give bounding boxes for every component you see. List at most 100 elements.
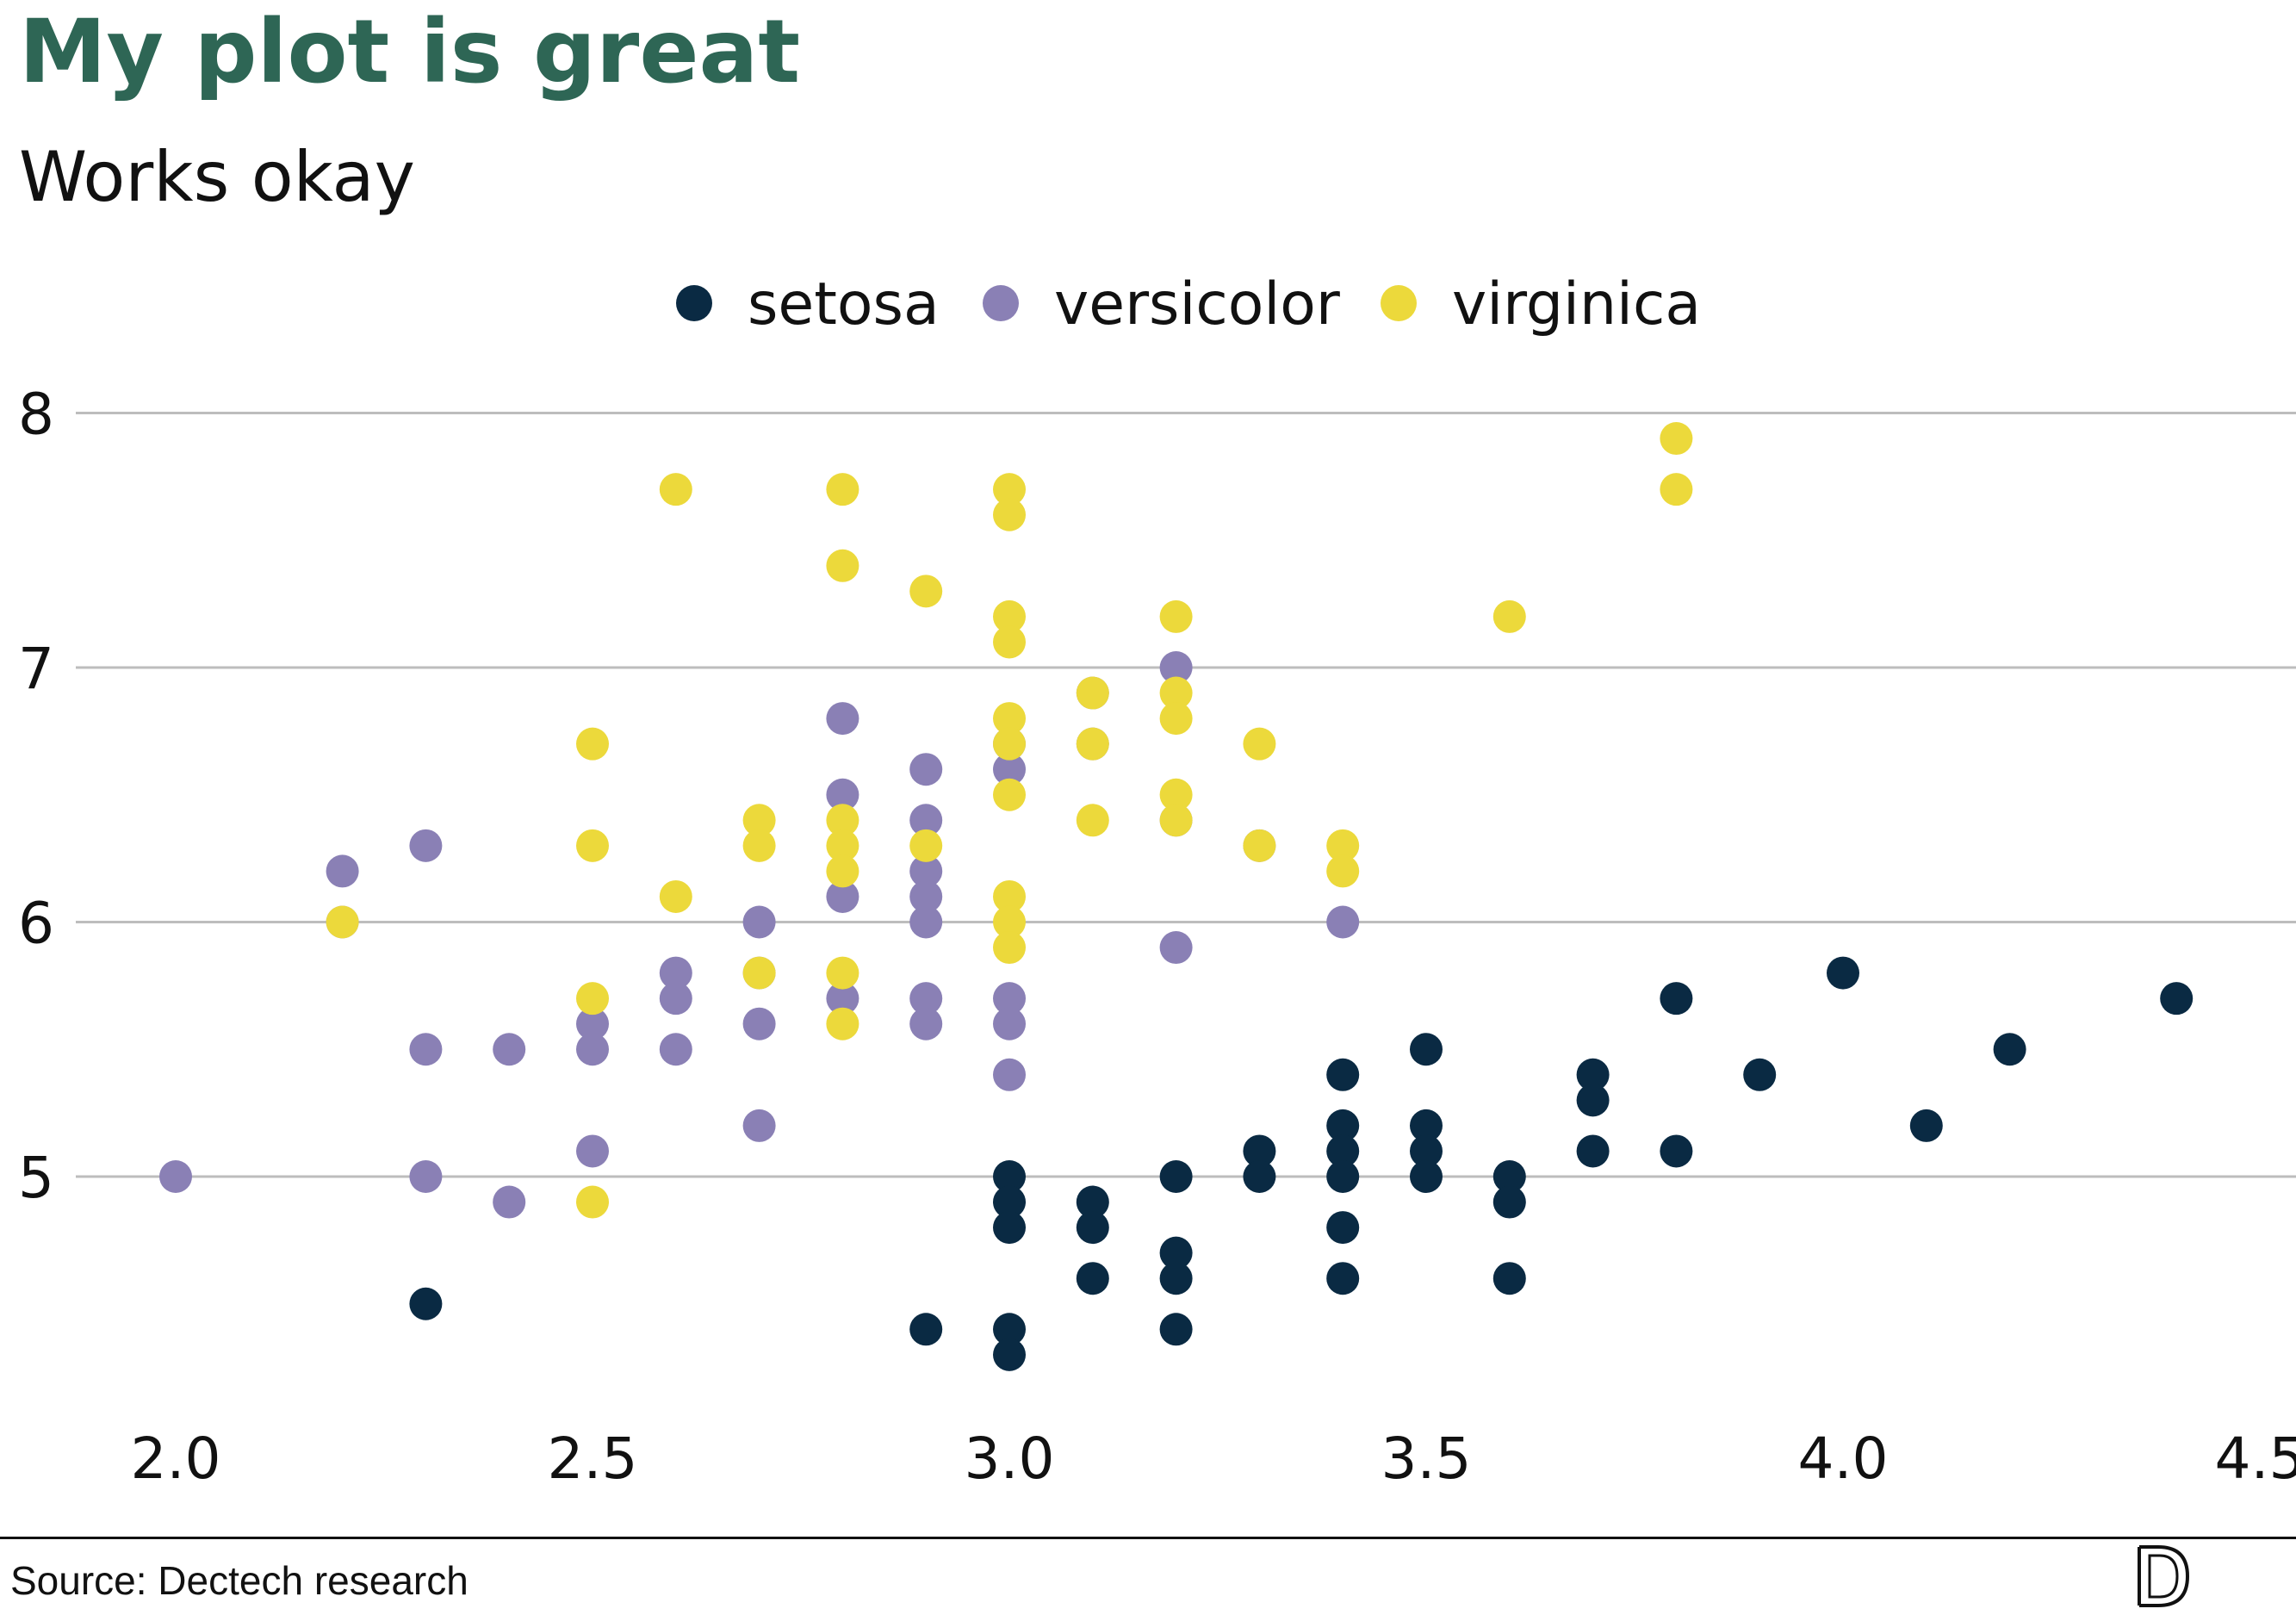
data-point-virginica (826, 804, 859, 837)
y-tick-label: 5 (18, 1145, 54, 1211)
data-point-virginica (1159, 804, 1193, 837)
data-point-virginica (576, 727, 609, 761)
data-point-setosa (1909, 1109, 1943, 1142)
scatter-chart: setosa versicolor virginica 5 6 7 8 2.0 2.5 3.0… (18, 270, 2296, 1492)
data-point-virginica (993, 879, 1026, 913)
data-point-setosa (1492, 1185, 1526, 1219)
data-point-virginica (993, 778, 1026, 811)
data-point-setosa (1660, 982, 1693, 1016)
data-point-virginica (1076, 727, 1109, 761)
data-point-setosa (1326, 1262, 1360, 1295)
data-point-versicolor (909, 982, 943, 1016)
data-point-setosa (1076, 1211, 1109, 1245)
data-point-virginica (909, 575, 943, 608)
data-point-versicolor (909, 1007, 943, 1040)
data-point-versicolor (493, 1033, 526, 1066)
legend-label-setosa: setosa (748, 270, 940, 339)
data-point-setosa (1410, 1134, 1443, 1168)
x-tick-label: 4.5 (2215, 1426, 2296, 1492)
dectech-logo-icon (2138, 1545, 2190, 1607)
data-point-setosa (1410, 1160, 1443, 1193)
data-point-setosa (1243, 1134, 1276, 1168)
data-point-versicolor (1159, 931, 1193, 965)
x-tick-label: 2.0 (131, 1426, 221, 1492)
data-point-setosa (1326, 1058, 1360, 1091)
data-point-setosa (1326, 1109, 1360, 1142)
data-point-versicolor (576, 1007, 609, 1040)
data-point-versicolor (993, 1007, 1026, 1040)
data-point-setosa (1326, 1134, 1360, 1168)
data-point-setosa (1076, 1185, 1109, 1219)
data-point-versicolor (993, 1058, 1026, 1091)
data-point-virginica (993, 625, 1026, 659)
data-point-versicolor (826, 982, 859, 1016)
data-point-versicolor (326, 854, 359, 888)
data-point-setosa (1326, 1211, 1360, 1245)
data-point-setosa (1159, 1236, 1193, 1270)
data-point-virginica (993, 931, 1026, 965)
data-points (159, 422, 2194, 1371)
data-point-virginica (742, 829, 776, 862)
data-point-setosa (1410, 1109, 1443, 1142)
data-point-versicolor (576, 1134, 609, 1168)
data-point-virginica (1159, 676, 1193, 710)
x-tick-label: 3.5 (1381, 1426, 1472, 1492)
data-point-virginica (1243, 727, 1276, 761)
data-point-setosa (993, 1185, 1026, 1219)
data-point-virginica (1159, 702, 1193, 736)
data-point-versicolor (659, 982, 692, 1016)
data-point-virginica (576, 1185, 609, 1219)
data-point-virginica (1326, 854, 1360, 888)
data-point-virginica (1326, 829, 1360, 862)
data-point-versicolor (909, 753, 943, 786)
data-point-setosa (409, 1287, 443, 1320)
source-note: Source: Dectech research (10, 1558, 469, 1603)
data-point-setosa (1410, 1033, 1443, 1066)
data-point-virginica (742, 804, 776, 837)
data-point-setosa (1159, 1313, 1193, 1346)
data-point-setosa (993, 1211, 1026, 1245)
legend-marker-versicolor (983, 285, 1019, 321)
data-point-versicolor (409, 1160, 443, 1193)
data-point-versicolor (659, 1033, 692, 1066)
data-point-versicolor (742, 1007, 776, 1040)
y-tick-label: 8 (18, 382, 54, 448)
chart-subtitle: Works okay (19, 137, 415, 217)
data-point-virginica (993, 727, 1026, 761)
data-point-setosa (1576, 1084, 1610, 1117)
data-point-setosa (1159, 1160, 1193, 1193)
data-point-setosa (909, 1313, 943, 1346)
data-point-virginica (826, 473, 859, 506)
y-tick-label: 7 (18, 636, 54, 702)
data-point-virginica (576, 982, 609, 1016)
data-point-versicolor (993, 753, 1026, 786)
data-point-versicolor (159, 1160, 192, 1193)
data-point-setosa (993, 1338, 1026, 1371)
data-point-versicolor (826, 702, 859, 736)
data-point-virginica (1660, 473, 1693, 506)
y-axis-ticks: 5 6 7 8 (18, 382, 54, 1212)
data-point-virginica (1076, 804, 1109, 837)
data-point-versicolor (993, 982, 1026, 1016)
data-point-virginica (1159, 599, 1193, 633)
footer-divider (0, 1537, 2296, 1539)
data-point-virginica (909, 829, 943, 862)
data-point-setosa (1660, 1134, 1693, 1168)
data-point-versicolor (576, 1033, 609, 1066)
data-point-virginica (326, 905, 359, 939)
data-point-virginica (993, 702, 1026, 736)
data-point-virginica (576, 829, 609, 862)
data-point-virginica (659, 879, 692, 913)
data-point-virginica (826, 549, 859, 582)
chart-title: My plot is great (19, 1, 801, 103)
data-point-virginica (993, 473, 1026, 506)
data-point-virginica (826, 956, 859, 990)
data-point-versicolor (909, 804, 943, 837)
x-tick-label: 4.0 (1798, 1426, 1889, 1492)
data-point-setosa (1492, 1262, 1526, 1295)
data-point-setosa (1159, 1262, 1193, 1295)
data-point-versicolor (409, 829, 443, 862)
y-tick-label: 6 (18, 891, 54, 957)
data-point-setosa (1827, 956, 1859, 990)
data-point-versicolor (909, 854, 943, 888)
